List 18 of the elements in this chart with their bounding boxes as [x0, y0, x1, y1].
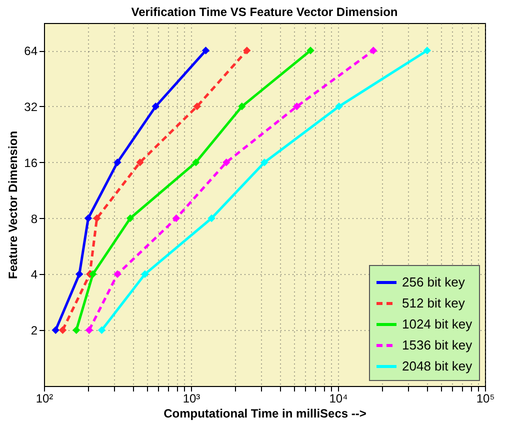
y-tick-label: 64 — [24, 44, 38, 58]
y-axis-title: Feature Vector Dimension — [6, 130, 20, 280]
y-tick-label: 16 — [24, 156, 38, 170]
x-tick-label: 10² — [36, 392, 54, 406]
legend-label: 1536 bit key — [402, 338, 473, 352]
legend-label: 512 bit key — [402, 296, 466, 310]
y-tick-label: 32 — [24, 100, 38, 114]
y-tick-label: 4 — [30, 268, 38, 282]
x-tick-label: 10⁵ — [476, 392, 495, 406]
y-tick-label: 2 — [30, 324, 38, 338]
chart-title: Verification Time VS Feature Vector Dimension — [131, 5, 398, 19]
x-axis-title: Computational Time in milliSecs --> — [164, 406, 366, 420]
legend-label: 1024 bit key — [402, 316, 473, 332]
x-tick-label: 10⁴ — [329, 392, 348, 406]
y-tick-label: 8 — [30, 212, 38, 226]
legend-label: 256 bit key — [402, 274, 466, 290]
legend-label: 2048 bit key — [402, 358, 473, 374]
x-tick-label: 10³ — [182, 392, 200, 406]
